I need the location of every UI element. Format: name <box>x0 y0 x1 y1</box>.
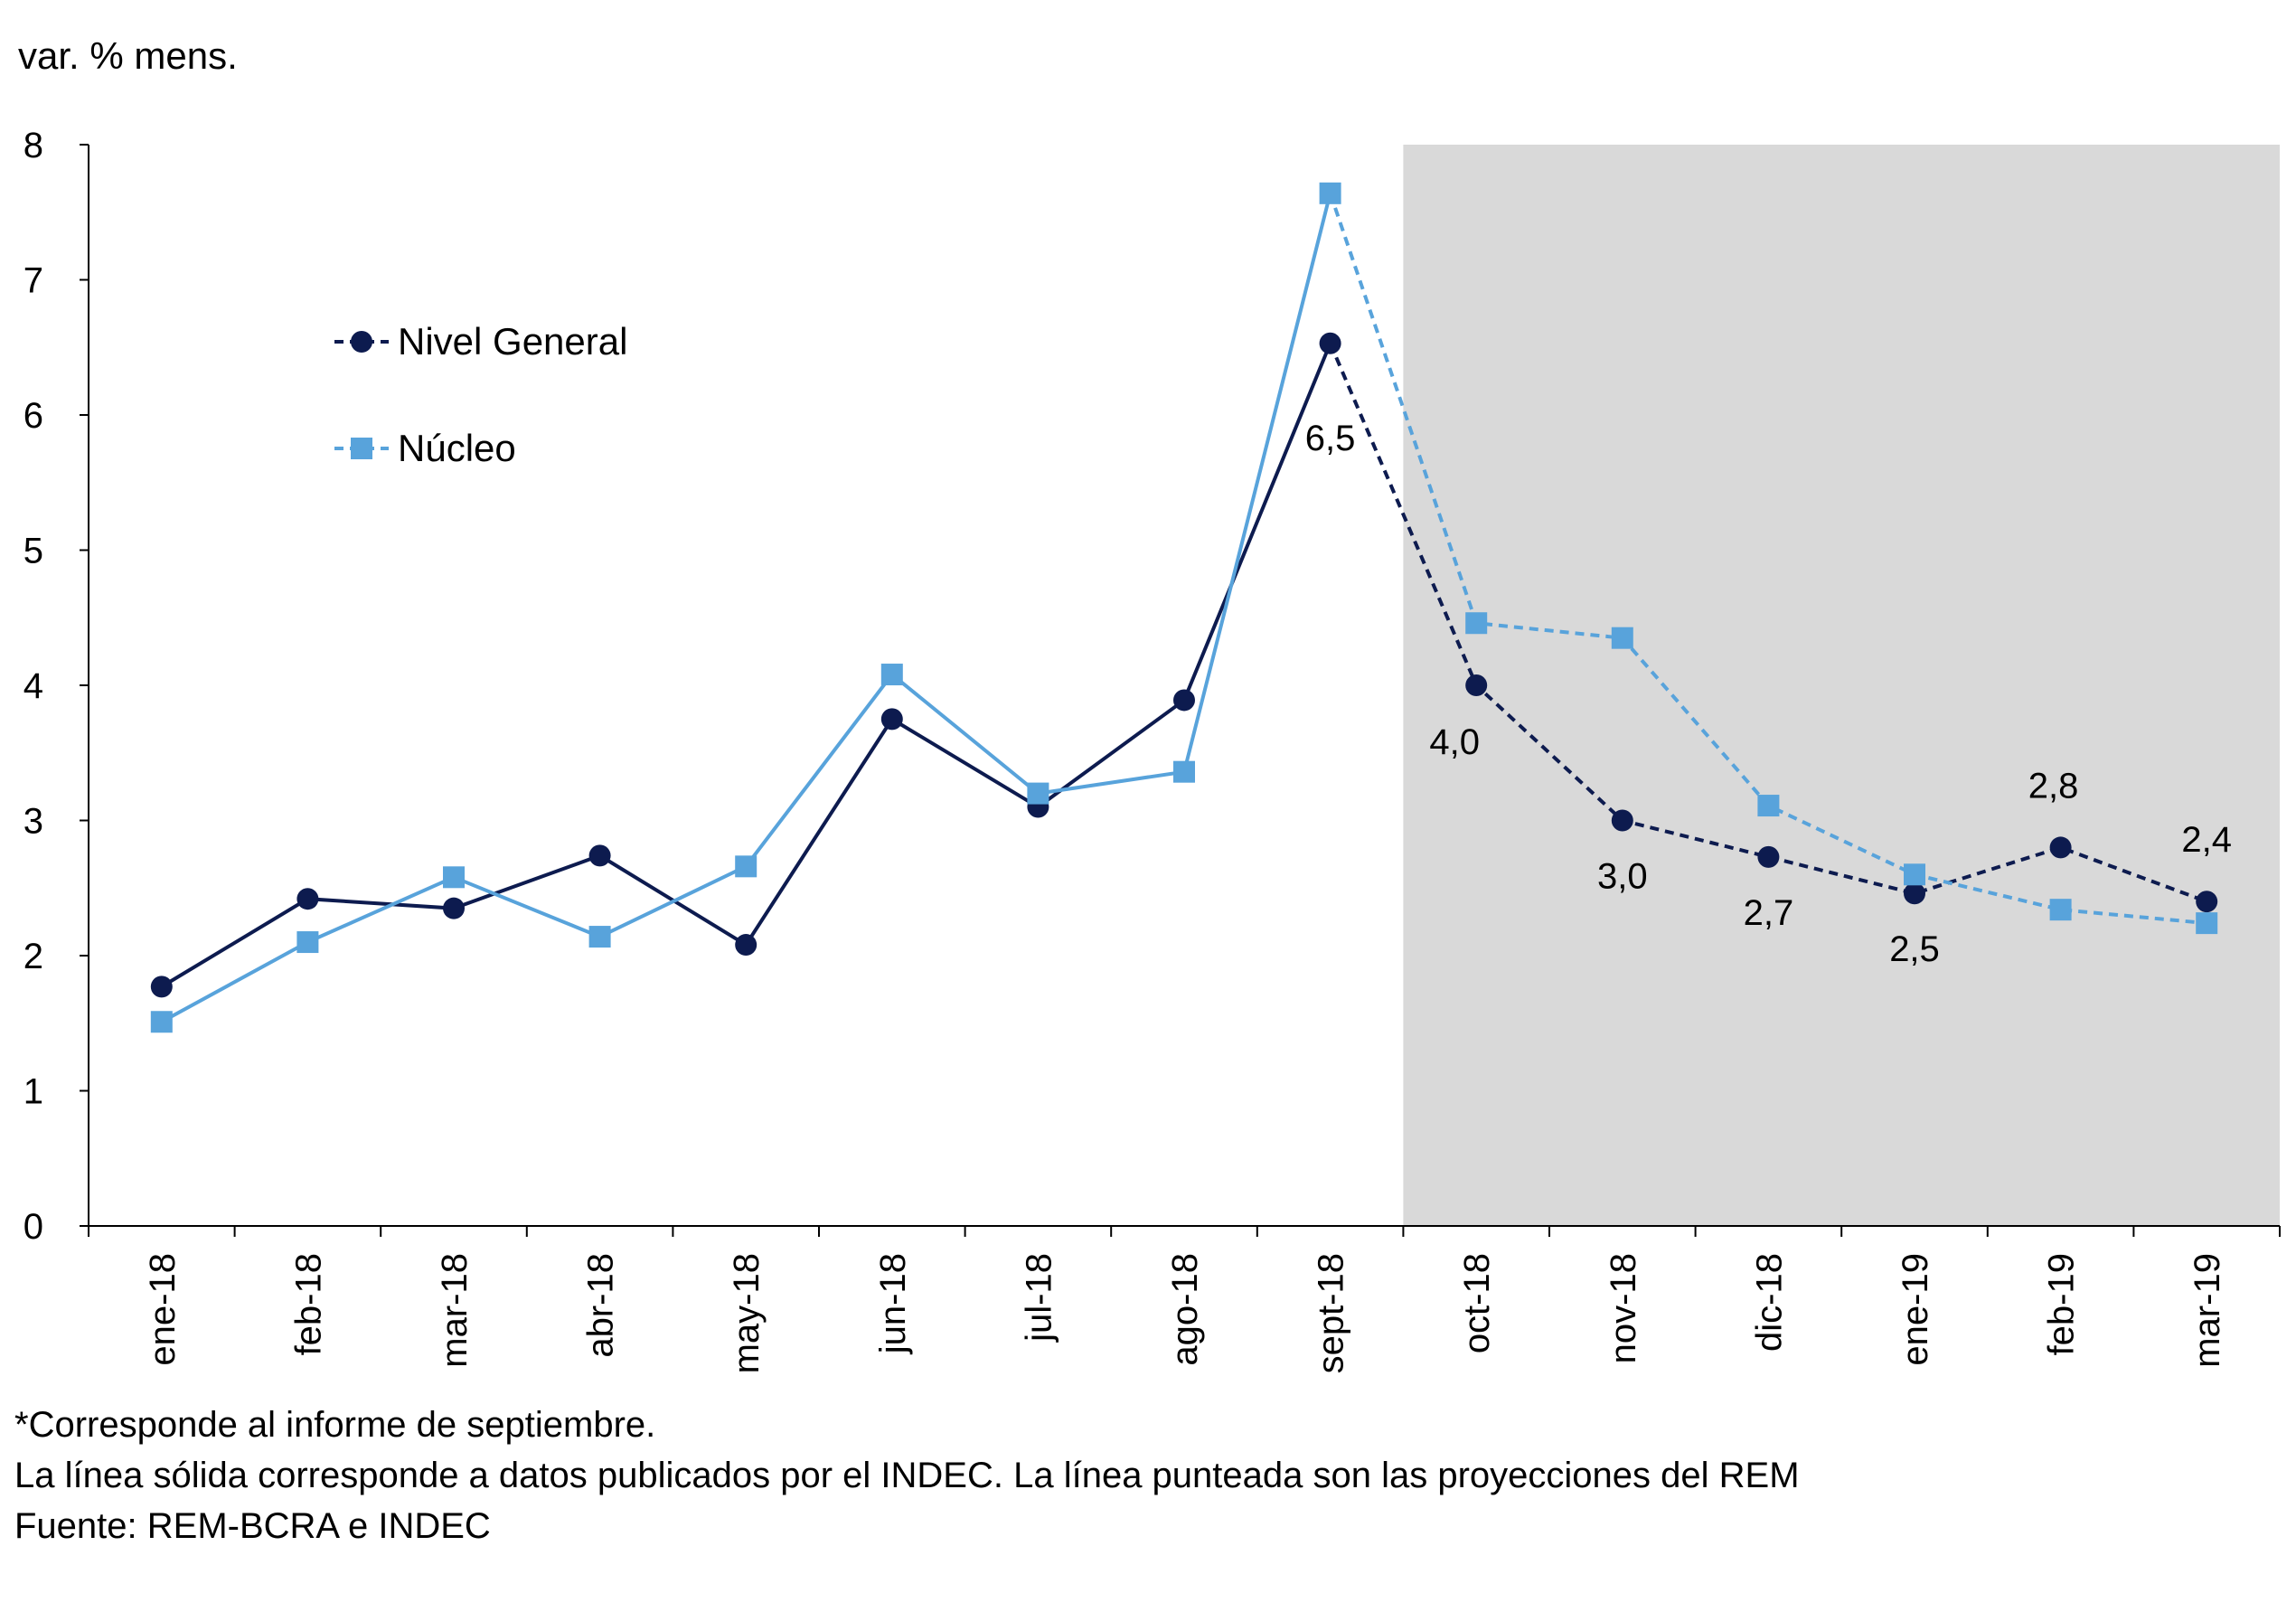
data-point <box>150 976 173 998</box>
y-tick-label: 2 <box>24 937 43 976</box>
y-axis-title: var. % mens. <box>18 34 238 77</box>
projection-shading <box>1403 145 2280 1226</box>
data-label: 3,0 <box>1597 857 1648 897</box>
data-point <box>1611 627 1633 649</box>
data-point <box>588 844 611 867</box>
x-tick-label: feb-18 <box>288 1253 328 1355</box>
x-tick-label: jul-18 <box>1019 1253 1059 1343</box>
y-tick-label: 3 <box>24 802 43 842</box>
data-label: 2,7 <box>1744 893 1794 933</box>
inflation-line-chart: 0 1 2 3 4 5 6 7 8 ene-18 feb-18 mar-18 abr-18 may-18 j… <box>24 126 2281 1373</box>
data-point <box>588 926 611 948</box>
data-point <box>1904 863 1925 886</box>
y-tick-label: 7 <box>24 261 43 301</box>
note-footnote: *Corresponde al informe de septiembre. <box>14 1405 656 1445</box>
data-point <box>2196 912 2218 935</box>
x-tick-label: jun-18 <box>873 1253 913 1354</box>
data-point <box>880 664 903 686</box>
data-point <box>2049 836 2072 859</box>
data-point <box>443 897 465 919</box>
series-line-1 <box>160 193 1332 1024</box>
data-point <box>1027 782 1049 805</box>
data-point <box>1465 612 1488 635</box>
y-tick-label: 8 <box>24 126 43 165</box>
x-tick-label: may-18 <box>727 1253 767 1373</box>
x-tick-label: oct-18 <box>1457 1253 1497 1353</box>
x-tick-label: ago-18 <box>1165 1253 1205 1366</box>
x-tick-label: sept-18 <box>1312 1253 1351 1373</box>
x-tick-label: ene-19 <box>1896 1253 1935 1366</box>
data-point <box>1611 809 1633 832</box>
data-point <box>1465 674 1488 696</box>
data-label: 4,0 <box>1429 722 1480 762</box>
data-label: 6,5 <box>1305 419 1356 458</box>
x-tick-label: mar-18 <box>435 1253 475 1368</box>
legend-label: Nivel General <box>398 320 627 363</box>
data-point <box>443 866 465 889</box>
series-line-0 <box>160 343 1332 989</box>
y-tick-label: 0 <box>24 1207 43 1247</box>
x-tick-label: dic-18 <box>1749 1253 1789 1352</box>
legend-marker <box>351 438 372 459</box>
note-source: Fuente: REM-BCRA e INDEC <box>14 1506 491 1546</box>
data-point <box>1757 845 1780 868</box>
data-label: 2,5 <box>1889 929 1940 969</box>
y-tick-label: 4 <box>24 666 43 706</box>
data-point <box>296 888 319 910</box>
x-tick-label: nov-18 <box>1604 1253 1643 1363</box>
data-label: 2,4 <box>2181 820 2232 860</box>
x-tick-label: mar-19 <box>2188 1253 2227 1368</box>
y-tick-label: 6 <box>24 396 43 436</box>
x-tick-label: ene-18 <box>143 1253 183 1366</box>
data-point <box>150 1011 173 1033</box>
data-point <box>1173 689 1195 712</box>
note-line-explanation: La línea sólida corresponde a datos publ… <box>14 1456 1800 1495</box>
legend-label: Núcleo <box>398 427 516 469</box>
data-label: 2,8 <box>2028 766 2079 806</box>
data-point <box>735 934 757 957</box>
y-tick-label: 5 <box>24 532 43 571</box>
x-tick-label: feb-19 <box>2042 1253 2082 1355</box>
data-point <box>1173 760 1195 783</box>
data-point <box>1904 882 1925 905</box>
data-point <box>1319 182 1341 204</box>
data-point <box>880 708 903 731</box>
data-point <box>296 931 319 954</box>
legend-marker <box>351 331 372 353</box>
data-point <box>2049 899 2072 921</box>
x-tick-label: abr-18 <box>581 1253 621 1358</box>
chart-notes: *Corresponde al informe de septiembre. L… <box>14 1400 1800 1551</box>
data-point <box>2196 891 2218 913</box>
y-tick-label: 1 <box>24 1072 43 1112</box>
data-point <box>735 855 757 878</box>
data-point <box>1757 795 1780 817</box>
data-point <box>1319 332 1341 354</box>
